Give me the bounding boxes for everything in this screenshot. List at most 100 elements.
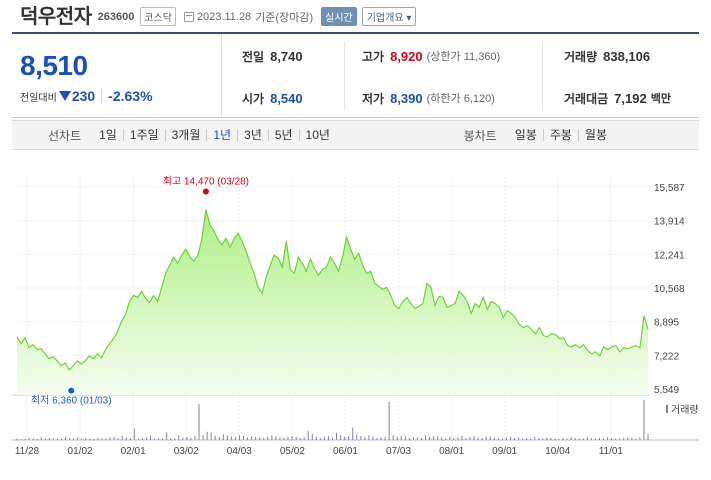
volume-bar <box>251 436 253 440</box>
volume-bar <box>611 437 613 440</box>
upper-limit: (상한가 11,360) <box>426 51 501 63</box>
calendar-icon <box>183 11 194 22</box>
volume-bar <box>619 438 621 440</box>
volume-bar <box>218 436 220 440</box>
volume-bar <box>392 435 394 440</box>
volume-bars <box>16 400 649 440</box>
tab-5y[interactable]: 5년 <box>267 129 299 141</box>
volume-bar <box>234 436 236 440</box>
volume-bar <box>81 438 83 440</box>
volume-bar <box>271 435 273 440</box>
volume-bar <box>501 438 503 440</box>
y-tick-label: 5,549 <box>654 385 679 396</box>
volume-bar <box>469 436 471 440</box>
volume-bar <box>477 437 479 440</box>
volume-bar <box>425 435 427 440</box>
volume-bar <box>299 437 301 440</box>
x-tick-label: 04/03 <box>227 446 252 457</box>
stat-value: 7,192 <box>614 90 647 106</box>
tab-1d[interactable]: 1일 <box>99 128 117 142</box>
divider <box>344 42 345 110</box>
volume-legend: 거래량 <box>671 404 699 416</box>
volume-bar <box>514 437 516 440</box>
volume-bar <box>631 437 633 440</box>
stat-value: 8,540 <box>270 90 303 106</box>
volume-bar <box>340 435 342 440</box>
volume-bar <box>267 436 269 440</box>
volume-bar <box>303 437 305 440</box>
volume-bar <box>364 436 366 440</box>
volume-bar <box>388 402 390 440</box>
company-info-dropdown[interactable]: 기업개요 ▾ <box>361 6 417 26</box>
change-label: 전일대비 <box>20 92 57 104</box>
volume-bar <box>65 436 67 440</box>
volume-bar <box>627 437 629 440</box>
tab-1w[interactable]: 1주일 <box>122 129 165 141</box>
volume-bar <box>497 437 499 440</box>
volume-bar <box>534 436 536 440</box>
volume-bar <box>570 437 572 440</box>
tab-3m[interactable]: 3개월 <box>164 129 207 141</box>
volume-bar <box>52 438 54 440</box>
tab-3y[interactable]: 3년 <box>237 129 268 141</box>
y-tick-label: 12,241 <box>654 250 685 261</box>
volume-bar <box>109 437 111 440</box>
volume-bar <box>194 435 196 440</box>
volume-bar <box>332 437 333 440</box>
volume-legend-swatch <box>666 405 668 413</box>
y-tick-label: 8,895 <box>654 318 679 329</box>
volume-bar <box>441 437 443 440</box>
chevron-down-icon: ▾ <box>406 12 412 24</box>
volume-bar <box>311 433 313 440</box>
stat-prev-close: 전일 8,740 <box>242 36 303 76</box>
x-tick-label: 01/02 <box>68 446 93 457</box>
volume-bar <box>259 437 261 440</box>
volume-bar <box>113 436 115 440</box>
quote-basis: 기준(장마감) <box>255 11 314 24</box>
stat-value: 8,920 <box>390 48 423 64</box>
realtime-button[interactable]: 실시간 <box>321 6 357 26</box>
volume-bar <box>526 437 528 440</box>
volume-bar <box>433 435 435 440</box>
volume-bar <box>222 434 224 440</box>
volume-bar <box>32 438 34 440</box>
volume-bar <box>554 438 556 440</box>
price-summary: 8,510 전일대비 230 -2.63% 전일 8,740 시가 8,540 … <box>12 32 699 118</box>
volume-bar <box>255 436 257 440</box>
stat-value: 8,740 <box>270 48 303 64</box>
volume-bar <box>453 437 455 440</box>
volume-bar <box>643 400 645 440</box>
volume-bar <box>178 435 180 440</box>
price-area <box>16 188 649 395</box>
x-tick-label: 10/04 <box>545 446 570 457</box>
volume-bar <box>356 434 358 440</box>
low-marker <box>68 387 75 394</box>
tab-daily[interactable]: 일봉 <box>514 128 537 142</box>
volume-bar <box>493 437 495 440</box>
volume-bar <box>44 438 46 440</box>
volume-bar <box>566 438 568 440</box>
volume-bar <box>226 435 228 440</box>
volume-bar <box>73 438 75 440</box>
volume-bar <box>558 438 560 440</box>
volume-bar <box>635 438 637 440</box>
volume-bar <box>174 438 176 440</box>
volume-bar <box>485 436 487 440</box>
tab-1y[interactable]: 1년 <box>206 129 237 141</box>
tab-weekly[interactable]: 주봉 <box>542 129 578 141</box>
volume-bar <box>594 438 596 440</box>
volume-bar <box>238 435 240 440</box>
stock-code: 263600 <box>97 11 135 23</box>
stat-label: 거래대금 <box>564 91 609 106</box>
stat-label: 저가 <box>362 91 385 106</box>
x-tick-label: 05/02 <box>280 446 305 457</box>
volume-bar <box>586 437 588 440</box>
volume-bar <box>639 437 641 440</box>
volume-bar <box>360 435 362 440</box>
tab-10y[interactable]: 10년 <box>298 129 336 141</box>
volume-bar <box>473 436 475 440</box>
y-tick-label: 13,914 <box>654 217 685 228</box>
volume-bar <box>28 437 30 440</box>
volume-bar <box>582 438 584 440</box>
tab-monthly[interactable]: 월봉 <box>577 129 613 141</box>
